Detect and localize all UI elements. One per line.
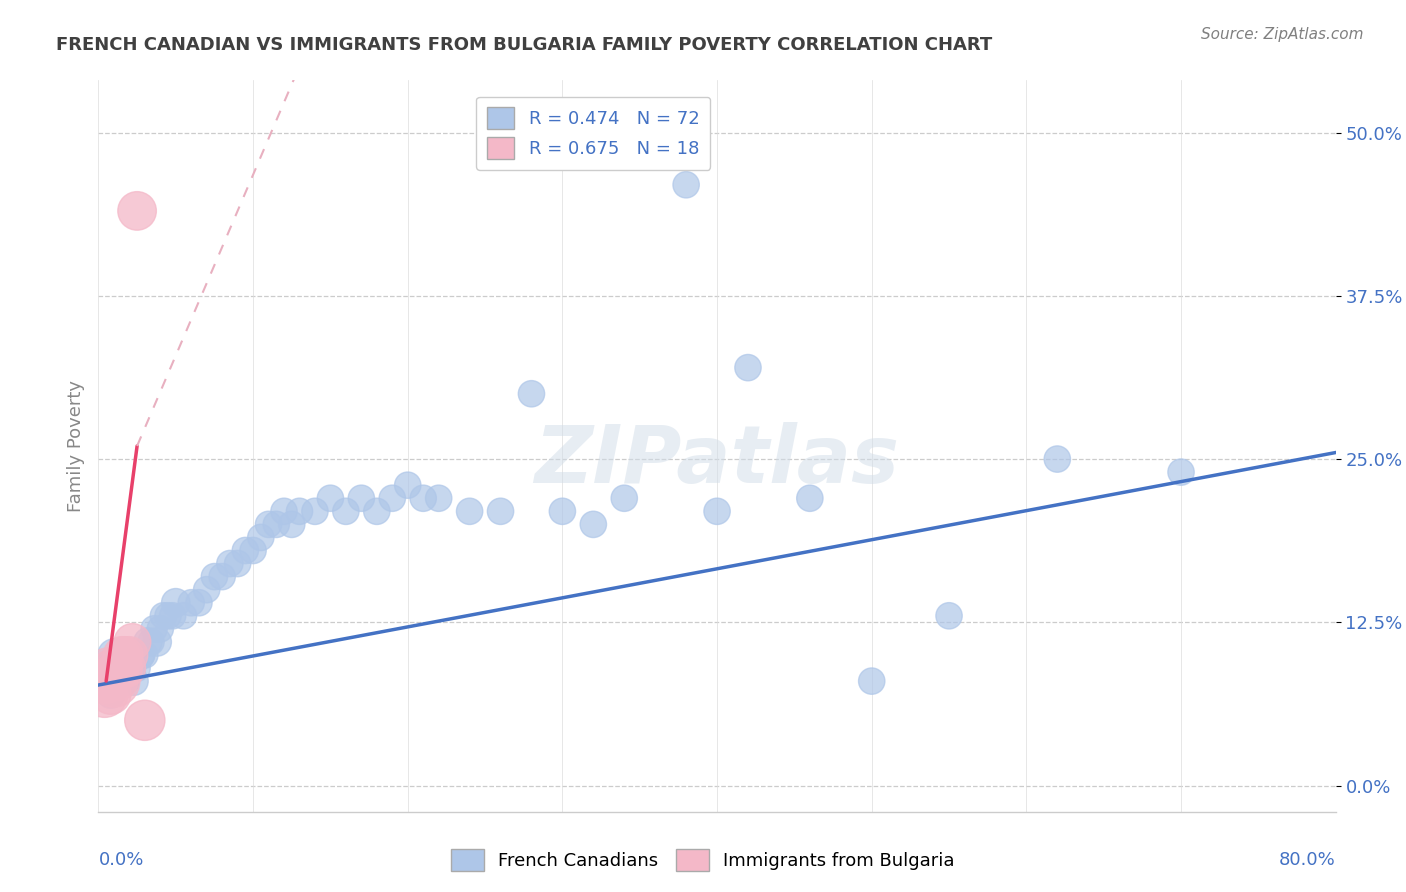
Point [96,674,118,689]
Text: 80.0%: 80.0% [1279,851,1336,869]
Point [114,648,136,662]
Point [304,504,326,518]
Point [149,622,172,636]
Point [551,504,574,518]
Point [122,674,145,689]
Y-axis label: Family Poverty: Family Poverty [66,380,84,512]
Point [105,674,128,689]
Point [104,661,127,675]
Point [103,661,125,675]
Point [118,648,141,662]
Point [938,608,960,623]
Point [108,661,131,675]
Point [117,661,139,675]
Point [204,569,226,583]
Point [860,674,883,689]
Point [101,661,124,675]
Point [226,557,249,571]
Point [107,661,129,675]
Point [582,517,605,532]
Point [165,596,187,610]
Point [103,648,125,662]
Point [219,557,242,571]
Point [115,661,138,675]
Point [146,635,169,649]
Point [489,504,512,518]
Point [98,674,121,689]
Point [100,687,122,701]
Point [129,648,152,662]
Point [233,543,257,558]
Text: FRENCH CANADIAN VS IMMIGRANTS FROM BULGARIA FAMILY POVERTY CORRELATION CHART: FRENCH CANADIAN VS IMMIGRANTS FROM BULGA… [56,36,993,54]
Point [115,674,138,689]
Text: Source: ZipAtlas.com: Source: ZipAtlas.com [1201,27,1364,42]
Point [381,491,404,506]
Point [412,491,434,506]
Point [127,203,149,218]
Point [93,687,115,701]
Point [143,622,166,636]
Point [111,674,132,689]
Point [118,661,141,675]
Point [112,661,135,675]
Text: 0.0%: 0.0% [98,851,143,869]
Point [103,674,125,689]
Point [799,491,821,506]
Point [108,661,131,675]
Point [195,582,218,597]
Point [180,596,202,610]
Point [97,661,120,675]
Point [162,608,184,623]
Point [172,608,194,623]
Point [257,517,280,532]
Point [288,504,311,518]
Point [100,687,122,701]
Point [613,491,636,506]
Point [366,504,388,518]
Point [121,635,143,649]
Point [139,635,162,649]
Point [737,360,759,375]
Legend: R = 0.474   N = 72, R = 0.675   N = 18: R = 0.474 N = 72, R = 0.675 N = 18 [477,96,710,169]
Point [120,648,142,662]
Point [121,661,143,675]
Text: ZIPatlas: ZIPatlas [534,422,900,500]
Point [350,491,373,506]
Point [264,517,288,532]
Point [706,504,728,518]
Point [111,648,132,662]
Point [152,608,174,623]
Point [242,543,264,558]
Point [273,504,295,518]
Point [427,491,450,506]
Point [396,478,419,492]
Point [105,661,128,675]
Legend: French Canadians, Immigrants from Bulgaria: French Canadians, Immigrants from Bulgar… [444,842,962,879]
Point [134,714,156,728]
Point [114,648,136,662]
Point [250,530,273,544]
Point [1170,465,1192,479]
Point [134,648,156,662]
Point [281,517,304,532]
Point [520,386,543,401]
Point [101,661,124,675]
Point [188,596,211,610]
Point [1046,452,1069,467]
Point [127,661,149,675]
Point [112,661,135,675]
Point [98,674,121,689]
Point [131,648,153,662]
Point [335,504,357,518]
Point [136,635,159,649]
Point [97,661,120,675]
Point [675,178,697,192]
Point [319,491,342,506]
Point [458,504,481,518]
Point [157,608,180,623]
Point [211,569,233,583]
Point [96,674,118,689]
Point [107,674,129,689]
